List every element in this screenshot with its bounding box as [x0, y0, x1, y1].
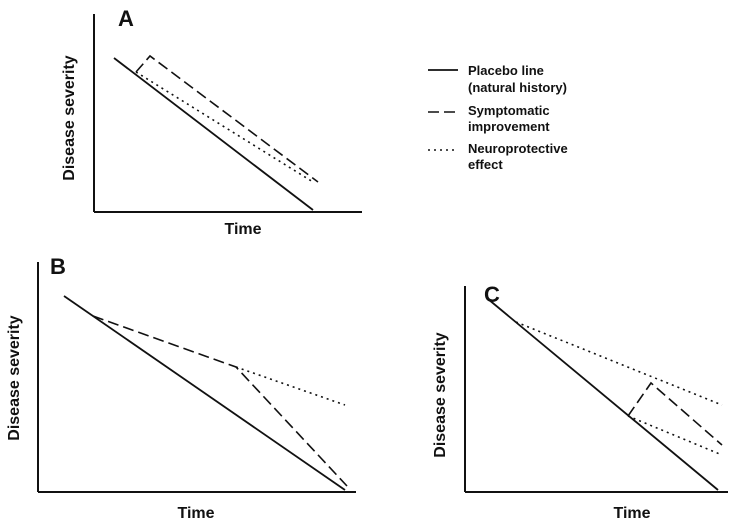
- panel-c-neuroprotective-upper-line: [515, 321, 723, 406]
- panel-c-ylabel: Disease severity: [432, 332, 449, 458]
- legend-placebo-text-2: (natural history): [468, 80, 567, 95]
- legend-symptomatic-text-1: Symptomatic: [468, 103, 550, 118]
- panel-b-neuroprotective-line: [235, 366, 346, 406]
- panel-c-placebo-line: [487, 298, 719, 491]
- panel-b-placebo-line: [63, 295, 346, 491]
- panel-a-ylabel: Disease severity: [61, 55, 78, 181]
- panel-a-placebo-line: [113, 57, 314, 211]
- legend-neuroprotective-text-1: Neuroprotective: [468, 141, 568, 156]
- legend-placebo-text-1: Placebo line: [468, 63, 544, 78]
- panel-a-neuroprotective-line: [135, 71, 314, 183]
- legend-symptomatic-text-2: improvement: [468, 119, 550, 134]
- panel-c-xlabel: Time: [613, 505, 650, 522]
- panel-b: B Time Disease severity: [6, 254, 356, 522]
- legend: Placebo line (natural history) Symptomat…: [428, 63, 568, 172]
- panel-b-label: B: [50, 254, 66, 279]
- legend-neuroprotective-text-2: effect: [468, 157, 503, 172]
- panel-b-ylabel: Disease severity: [6, 315, 23, 441]
- panel-c: C Time Disease severity: [432, 282, 728, 522]
- panel-c-symptomatic-line: [627, 381, 723, 446]
- panel-a-xlabel: Time: [224, 221, 261, 238]
- panel-c-label: C: [484, 282, 500, 307]
- panel-a: A Time Disease severity: [61, 6, 362, 238]
- panel-c-neuroprotective-lower-line: [627, 415, 723, 456]
- panel-a-symptomatic-line: [135, 54, 319, 183]
- panel-a-label: A: [118, 6, 134, 31]
- panel-b-xlabel: Time: [177, 505, 214, 522]
